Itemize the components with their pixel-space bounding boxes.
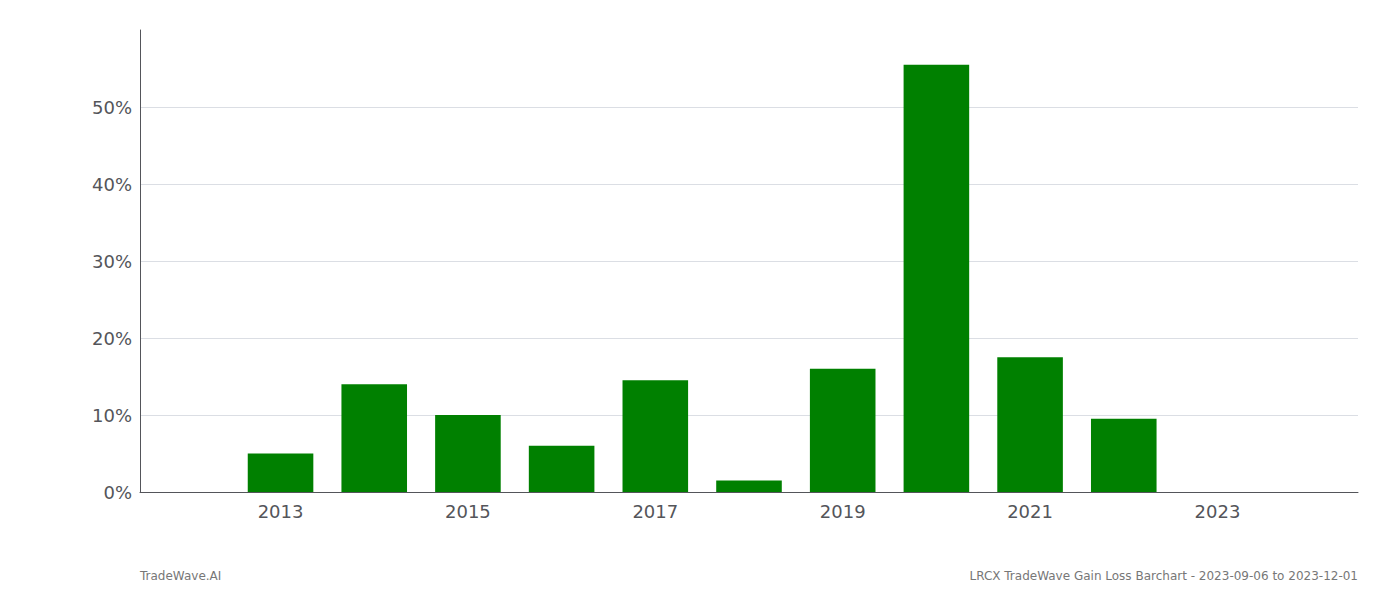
svg-text:50%: 50% [92,97,132,118]
svg-text:LRCX TradeWave Gain Loss Barch: LRCX TradeWave Gain Loss Barchart - 2023… [969,569,1358,583]
svg-text:2013: 2013 [258,501,304,522]
svg-text:40%: 40% [92,174,132,195]
svg-text:2019: 2019 [820,501,866,522]
svg-text:0%: 0% [103,482,132,503]
svg-text:30%: 30% [92,251,132,272]
svg-text:TradeWave.AI: TradeWave.AI [139,569,221,583]
svg-text:2021: 2021 [1007,501,1053,522]
svg-text:10%: 10% [92,405,132,426]
svg-text:20%: 20% [92,328,132,349]
svg-text:2023: 2023 [1195,501,1241,522]
svg-text:2015: 2015 [445,501,491,522]
svg-text:2017: 2017 [632,501,678,522]
